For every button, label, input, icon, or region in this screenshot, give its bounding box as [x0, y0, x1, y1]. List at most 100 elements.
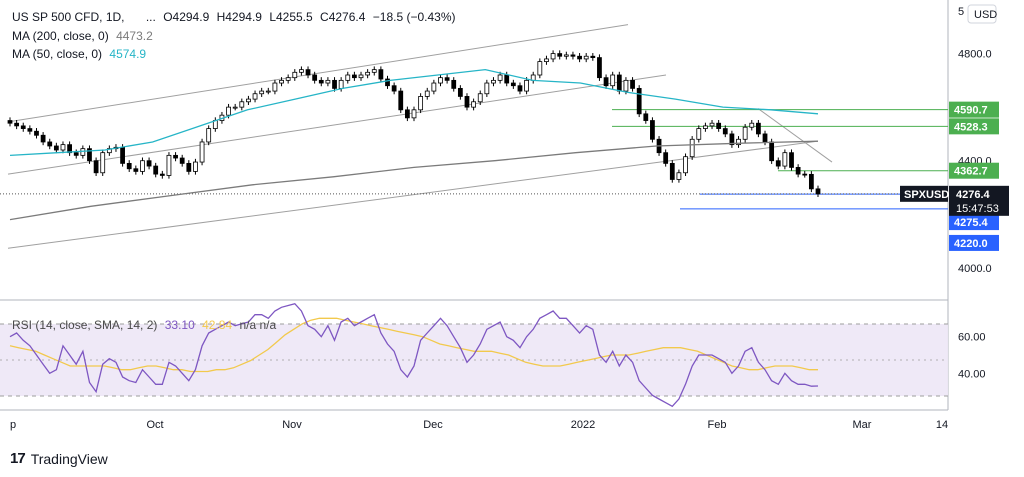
candle-body[interactable]	[650, 120, 655, 140]
candle-body[interactable]	[424, 90, 430, 97]
candle-body[interactable]	[338, 79, 344, 89]
candle-body[interactable]	[60, 144, 66, 151]
candle-body[interactable]	[729, 133, 735, 146]
candle-body[interactable]	[232, 106, 238, 109]
candle-body[interactable]	[378, 69, 384, 80]
candle-body[interactable]	[775, 160, 781, 167]
candle-body[interactable]	[47, 141, 53, 147]
candle-body[interactable]	[577, 55, 582, 60]
candle-body[interactable]	[802, 173, 808, 176]
candle-body[interactable]	[769, 141, 775, 162]
candle-body[interactable]	[279, 79, 284, 84]
rsi-line[interactable]	[9, 302, 819, 408]
candle-body[interactable]	[93, 160, 99, 174]
candle-body[interactable]	[431, 82, 437, 92]
candle-body[interactable]	[120, 146, 125, 164]
candle-body[interactable]	[67, 144, 72, 154]
candle-body[interactable]	[630, 79, 635, 89]
candle-body[interactable]	[159, 173, 165, 176]
candle-body[interactable]	[292, 71, 298, 79]
candle-body[interactable]	[318, 79, 324, 84]
candle-body[interactable]	[709, 122, 715, 127]
candle-body[interactable]	[391, 85, 397, 92]
candle-body[interactable]	[398, 90, 404, 111]
candle-body[interactable]	[73, 152, 79, 156]
level-price-badge[interactable]	[949, 234, 999, 251]
candle-body[interactable]	[610, 74, 616, 87]
candle-body[interactable]	[663, 152, 669, 164]
candle-body[interactable]	[537, 61, 543, 76]
candle-body[interactable]	[411, 109, 417, 119]
candle-body[interactable]	[484, 82, 490, 95]
candle-body[interactable]	[53, 145, 59, 151]
level-price-badge[interactable]	[949, 162, 999, 179]
candle-body[interactable]	[703, 125, 708, 129]
candle-body[interactable]	[457, 87, 463, 97]
candle-body[interactable]	[683, 156, 688, 174]
candle-body[interactable]	[524, 79, 529, 92]
level-price-badge[interactable]	[949, 101, 999, 118]
candle-body[interactable]	[756, 122, 761, 135]
candle-body[interactable]	[345, 74, 351, 81]
candle-body[interactable]	[100, 152, 106, 174]
candle-body[interactable]	[616, 74, 622, 92]
candle-body[interactable]	[199, 141, 205, 163]
currency-badge[interactable]	[967, 4, 997, 24]
candle-body[interactable]	[782, 152, 788, 167]
candle-body[interactable]	[597, 57, 602, 79]
candle-body[interactable]	[186, 162, 192, 172]
candle-body[interactable]	[140, 160, 145, 172]
long-trend-line[interactable]	[7, 140, 819, 249]
candle-body[interactable]	[265, 90, 271, 93]
candle-body[interactable]	[570, 54, 576, 57]
candle-body[interactable]	[153, 165, 159, 175]
candle-body[interactable]	[352, 74, 357, 79]
candle-body[interactable]	[762, 133, 768, 143]
candle-body[interactable]	[40, 134, 46, 143]
candle-body[interactable]	[166, 154, 172, 176]
candle-body[interactable]	[557, 53, 563, 57]
candle-body[interactable]	[14, 122, 20, 127]
candle-body[interactable]	[603, 77, 609, 87]
ma50-line[interactable]	[9, 68, 819, 157]
candle-body[interactable]	[206, 128, 212, 143]
candle-body[interactable]	[510, 82, 516, 87]
candle-body[interactable]	[451, 79, 457, 89]
ma200-line[interactable]	[9, 140, 819, 221]
candle-body[interactable]	[636, 87, 642, 115]
tradingview-logo[interactable]: 17 TradingView	[10, 450, 108, 467]
candle-body[interactable]	[418, 96, 424, 111]
candle-body[interactable]	[491, 79, 496, 84]
candle-body[interactable]	[7, 120, 13, 124]
candle-body[interactable]	[438, 77, 443, 84]
candle-body[interactable]	[517, 85, 523, 92]
candle-body[interactable]	[193, 161, 198, 172]
candle-body[interactable]	[146, 160, 152, 167]
candle-body[interactable]	[563, 54, 569, 57]
candle-body[interactable]	[179, 157, 185, 164]
candle-body[interactable]	[590, 55, 596, 58]
candle-body[interactable]	[365, 71, 371, 76]
candle-body[interactable]	[795, 167, 801, 175]
candle-body[interactable]	[464, 96, 470, 108]
candle-body[interactable]	[643, 113, 649, 121]
rsi-legend[interactable]: RSI (14, close, SMA, 14, 2) 33.10 42.84 …	[12, 318, 280, 332]
candle-body[interactable]	[544, 58, 549, 63]
candle-body[interactable]	[722, 128, 728, 135]
rsi-ma-line[interactable]	[9, 317, 818, 373]
candle-body[interactable]	[808, 173, 814, 190]
legend-dots[interactable]: ...	[145, 10, 156, 24]
candle-body[interactable]	[126, 162, 132, 170]
candle-body[interactable]	[471, 101, 476, 108]
candle-body[interactable]	[133, 168, 139, 172]
candle-body[interactable]	[34, 130, 39, 136]
channel-lower-line[interactable]	[7, 74, 667, 175]
candle-body[interactable]	[669, 162, 675, 180]
ma50-legend[interactable]: MA (50, close, 0) 4574.9	[12, 47, 150, 61]
ma200-legend[interactable]: MA (200, close, 0) 4473.2	[12, 29, 157, 43]
symbol-title[interactable]: US SP 500 CFD, 1D,	[12, 10, 125, 24]
candle-body[interactable]	[27, 128, 33, 132]
candle-body[interactable]	[742, 126, 748, 140]
current-price-badge[interactable]	[949, 185, 1009, 216]
